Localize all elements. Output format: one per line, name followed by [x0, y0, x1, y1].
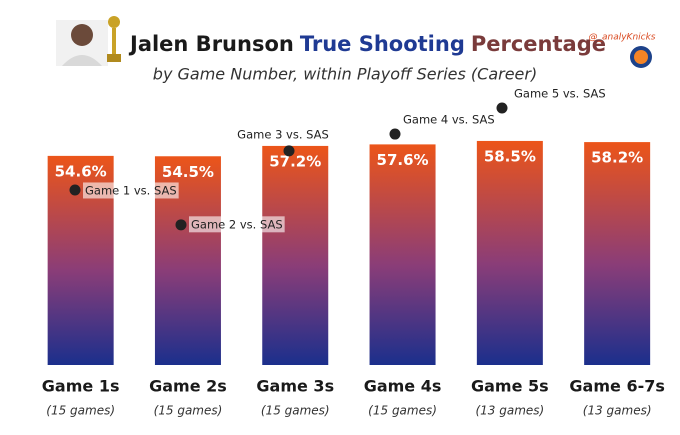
x-sub-label: (13 games) [475, 404, 544, 418]
title-part: Jalen Brunson [128, 32, 294, 56]
value-label: 57.2% [269, 152, 321, 170]
x-tick-label: Game 6-7s [569, 377, 664, 396]
value-label: 57.6% [377, 151, 429, 169]
x-tick-label: Game 5s [471, 377, 549, 396]
point-label: Game 4 vs. SAS [403, 113, 495, 127]
point-label: Game 1 vs. SAS [85, 183, 177, 197]
point [389, 128, 401, 140]
bar [476, 140, 543, 365]
x-sub-label: (15 games) [261, 404, 330, 418]
point-label: Game 5 vs. SAS [514, 87, 606, 101]
bar [369, 144, 436, 365]
point [175, 219, 187, 231]
trophy-icon [107, 16, 121, 62]
value-label: 54.5% [162, 163, 214, 181]
value-label: 58.2% [591, 149, 643, 167]
point-label-bg [401, 111, 497, 128]
x-tick-label: Game 1s [42, 377, 120, 396]
chart-subtitle: by Game Number, within Playoff Series (C… [153, 65, 537, 84]
value-label: 58.5% [484, 147, 536, 165]
x-tick-label: Game 4s [364, 377, 442, 396]
point-label-bg [189, 216, 285, 233]
x-tick-label: Game 2s [149, 377, 227, 396]
point-label-bg [235, 126, 331, 143]
x-tick-label: Game 3s [256, 377, 334, 396]
point-label: Game 3 vs. SAS [237, 127, 329, 141]
team-logo [630, 46, 652, 68]
point-label-bg [83, 182, 179, 199]
point-label-bg [512, 85, 608, 102]
point [283, 145, 295, 157]
title-part: Percentage [471, 32, 606, 56]
player-photo [56, 20, 108, 66]
bar [262, 145, 329, 365]
bar [584, 142, 651, 365]
handle: @_analyKnicks [588, 33, 655, 43]
title-part: True Shooting [300, 32, 465, 56]
x-sub-label: (15 games) [46, 404, 115, 418]
x-sub-label: (15 games) [368, 404, 437, 418]
point-label: Game 2 vs. SAS [191, 217, 283, 231]
point [496, 102, 508, 114]
point [69, 184, 81, 196]
x-sub-label: (13 games) [583, 404, 652, 418]
chart-title: Jalen Brunson True Shooting Percentage [128, 32, 606, 56]
value-label: 54.6% [55, 162, 107, 180]
x-sub-label: (15 games) [154, 404, 223, 418]
